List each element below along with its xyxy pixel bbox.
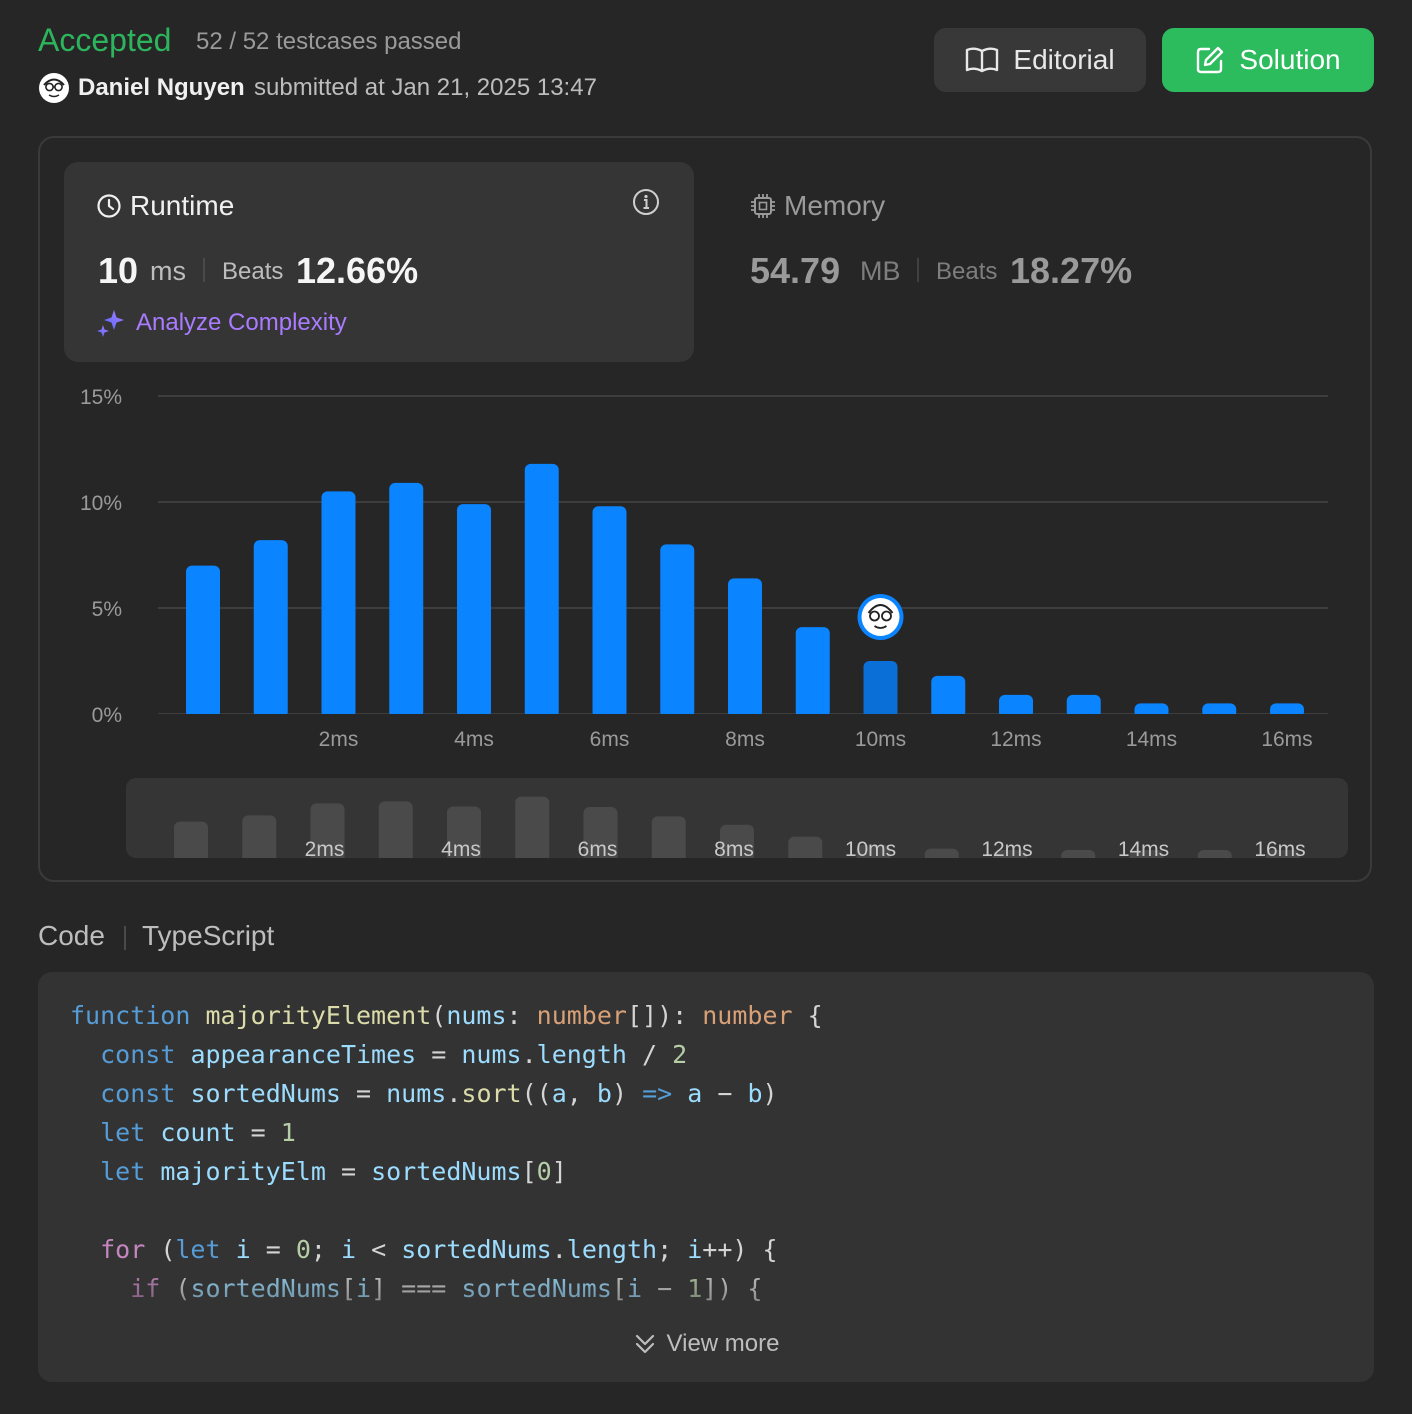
code-line: let majorityElm = sortedNums[0] [100, 1157, 567, 1186]
brush-bar [720, 824, 754, 858]
sparkle-icon [97, 310, 124, 337]
runtime-beats-label: Beats [222, 258, 284, 285]
y-tick-label: 5% [92, 598, 122, 621]
brush-bar [1061, 850, 1096, 858]
x-tick-label: 10ms [855, 728, 906, 751]
brush-tick-label: 10ms [845, 838, 896, 858]
chart-bar[interactable] [863, 661, 898, 718]
x-tick-label: 14ms [1126, 728, 1177, 751]
view-more-button[interactable]: View more [38, 1330, 1374, 1358]
runtime-value: 10 [98, 250, 139, 291]
brush-bar [924, 848, 959, 858]
submitted-at: submitted at Jan 21, 2025 13:47 [254, 74, 597, 101]
y-tick-label: 0% [92, 704, 122, 727]
brush-bar [378, 801, 413, 858]
brush-bar [856, 845, 891, 858]
brush-bar [242, 815, 277, 858]
code-block: function majorityElement(nums: number[])… [38, 972, 1374, 1382]
brush-bar [1197, 850, 1232, 858]
runtime-beats-value: 12.66% [296, 250, 419, 291]
brush-tick-label: 16ms [1254, 838, 1305, 858]
brush-tick-label: 4ms [441, 838, 481, 858]
brush-tick-label: 8ms [714, 838, 754, 858]
editorial-button[interactable]: Editorial [934, 28, 1146, 92]
memory-title[interactable]: Memory [750, 190, 885, 222]
book-open-icon [966, 47, 999, 73]
divider [917, 258, 919, 282]
code-line [70, 1191, 823, 1230]
code-line: let count = 1 [100, 1118, 296, 1147]
divider [203, 258, 205, 282]
brush-bar [174, 821, 208, 858]
code-line: for (let i = 0; i < sortedNums.length; i… [100, 1235, 778, 1264]
brush-bar [1266, 850, 1300, 858]
chart-bar[interactable] [999, 694, 1033, 718]
brush-bar [447, 806, 481, 858]
code-line: function majorityElement(nums: number[])… [70, 1001, 823, 1030]
brush-bar [993, 850, 1027, 858]
chart-bar[interactable] [592, 506, 627, 718]
submission-status: Accepted [38, 22, 172, 58]
chart-bar[interactable] [457, 504, 491, 718]
code-language: TypeScript [142, 920, 275, 951]
edit-icon [1197, 46, 1224, 74]
divider [124, 926, 126, 950]
submitter-name[interactable]: Daniel Nguyen [78, 74, 245, 101]
y-tick-label: 10% [80, 492, 122, 515]
runtime-distribution-chart: 0% 5% 10% 15% 2ms 4ms 6ms 8ms 10ms 12ms 14ms 16ms [80, 386, 1328, 751]
user-avatar-marker[interactable] [857, 594, 904, 640]
x-tick-label: 4ms [454, 728, 494, 751]
chart-bar[interactable] [1066, 694, 1101, 718]
code-label: Code [38, 920, 105, 951]
runtime-unit: ms [150, 256, 186, 286]
brush-bar [310, 803, 345, 858]
memory-unit: MB [860, 256, 901, 286]
x-tick-label: 2ms [319, 728, 359, 751]
brush-bar [788, 836, 823, 858]
brush-bar [651, 816, 686, 858]
x-tick-label: 12ms [990, 728, 1041, 751]
chart-bar[interactable] [253, 540, 288, 718]
solution-button[interactable]: Solution [1162, 28, 1374, 92]
solution-label: Solution [1239, 44, 1341, 75]
chart-bar[interactable] [524, 463, 559, 718]
chart-bar[interactable] [321, 491, 356, 718]
testcases-summary: 52 / 52 testcases passed [196, 28, 462, 55]
x-tick-label: 6ms [590, 728, 630, 751]
chart-bar[interactable] [728, 578, 762, 718]
x-tick-label: 8ms [725, 728, 765, 751]
brush-tick-label: 2ms [305, 838, 345, 858]
y-tick-label: 15% [80, 386, 122, 409]
chart-range-brush[interactable]: 2ms 4ms 6ms 8ms 10ms 12ms 14ms 16ms [126, 778, 1348, 858]
chart-bar[interactable] [660, 544, 695, 718]
chart-bar[interactable] [186, 565, 220, 718]
avatar[interactable] [38, 72, 70, 104]
memory-value: 54.79 [750, 250, 841, 291]
brush-bar [515, 796, 550, 858]
analyze-complexity-link[interactable]: Analyze Complexity [96, 308, 347, 338]
chevrons-down-icon [635, 1334, 654, 1354]
editorial-label: Editorial [1013, 44, 1115, 75]
info-icon[interactable] [632, 188, 660, 216]
code-fade [38, 1262, 1374, 1382]
runtime-card[interactable] [64, 162, 694, 362]
clock-icon [97, 194, 121, 218]
brush-bar [1129, 850, 1164, 858]
brush-tick-label: 6ms [578, 838, 618, 858]
chart-baseline-mask [158, 714, 1328, 720]
chip-icon [751, 194, 775, 218]
brush-bar [583, 807, 618, 858]
performance-panel [38, 136, 1372, 882]
chart-bar[interactable] [389, 482, 424, 718]
x-tick-label: 16ms [1261, 728, 1312, 751]
memory-beats-value: 18.27% [1010, 250, 1133, 291]
code-line: const sortedNums = nums.sort((a, b) => a… [100, 1079, 778, 1108]
chart-bar[interactable] [931, 675, 966, 718]
runtime-title: Runtime [96, 190, 234, 222]
memory-beats-label: Beats [936, 258, 998, 285]
brush-tick-label: 14ms [1118, 838, 1169, 858]
chart-bar[interactable] [795, 627, 830, 718]
code-line: const appearanceTimes = nums.length / 2 [100, 1040, 688, 1069]
brush-tick-label: 12ms [981, 838, 1032, 858]
